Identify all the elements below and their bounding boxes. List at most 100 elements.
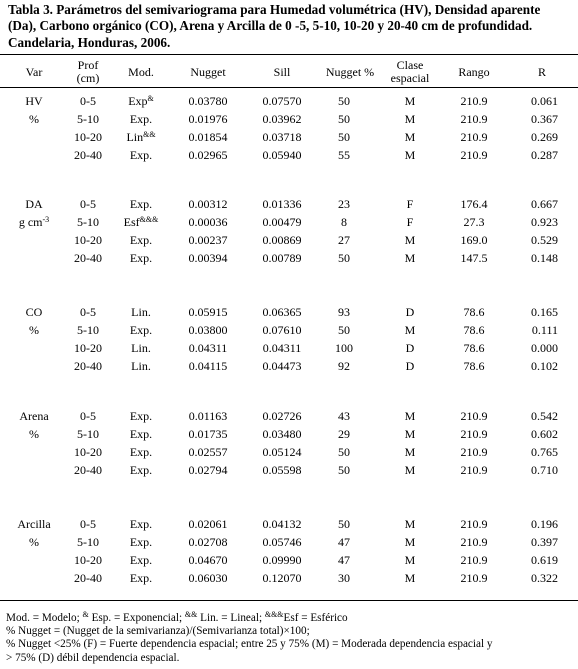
cell-r: 0.111: [531, 323, 558, 337]
cell-clase: M: [404, 445, 416, 459]
cell-nugget-pct: 43: [338, 409, 350, 423]
cell-clase: F: [406, 215, 414, 229]
unit-text: %: [29, 323, 39, 337]
cell-r: 0.061: [531, 94, 558, 108]
cell-sill: 0.01336: [262, 197, 302, 211]
cell-r: 0.602: [531, 427, 558, 441]
cell-prof: 0-5: [80, 517, 96, 531]
cell-mod: Exp.: [118, 572, 164, 585]
cell-clase: M: [404, 148, 416, 162]
footnote-nugget-definition: % Nugget = (Nugget de la semivarianza)/(…: [6, 625, 310, 638]
cell-prof: 5-10: [77, 323, 99, 337]
cell-nugget: 0.02965: [188, 148, 228, 162]
cell-mod: Exp.: [118, 149, 164, 162]
cell-rango: 210.9: [460, 94, 488, 108]
header-clase-2: espacial: [390, 71, 430, 85]
model-text: Exp.: [129, 445, 153, 459]
cell-r: 0.287: [531, 148, 558, 162]
cell-r: 0.619: [531, 553, 558, 567]
cell-nugget-pct: 50: [338, 517, 350, 531]
cell-clase: D: [405, 359, 415, 373]
cell-nugget: 0.02794: [188, 463, 228, 477]
model-footnote-mark: &: [147, 94, 154, 103]
unit-exponent: -3: [42, 215, 50, 224]
cell-mod: Lin.: [118, 306, 164, 319]
var-name: Arcilla: [17, 517, 51, 531]
header-rango: Rango: [458, 65, 490, 79]
cell-sill: 0.06365: [262, 305, 302, 319]
footnote-dependence-classes: % Nugget <25% (F) = Fuerte dependencia e…: [6, 638, 493, 651]
var-name: Arena: [19, 409, 49, 423]
footnote-dependence-classes-cont: > 75% (D) débil dependencia espacial.: [6, 651, 180, 664]
cell-sill: 0.07610: [262, 323, 302, 337]
model-text: Exp.: [129, 251, 153, 265]
cell-rango: 210.9: [460, 517, 488, 531]
cell-mod: Exp.: [118, 446, 164, 459]
header-prof: Prof: [77, 58, 99, 72]
cell-prof: 10-20: [74, 445, 102, 459]
cell-clase: M: [404, 463, 416, 477]
cell-sill: 0.07570: [262, 94, 302, 108]
cell-nugget: 0.05915: [188, 305, 228, 319]
cell-rango: 78.6: [463, 341, 485, 355]
cell-nugget: 0.02061: [188, 517, 228, 531]
cell-clase: M: [404, 409, 416, 423]
cell-nugget: 0.04115: [188, 359, 228, 373]
header-sill: Sill: [273, 65, 291, 79]
cell-mod: Exp.: [118, 428, 164, 441]
cell-mod: Exp.: [118, 234, 164, 247]
var-name: HV: [25, 94, 43, 108]
top-rule: [0, 54, 578, 55]
cell-r: 0.765: [531, 445, 558, 459]
cell-mod: Exp.: [118, 198, 164, 211]
cell-nugget: 0.00036: [188, 215, 228, 229]
cell-nugget: 0.02708: [188, 535, 228, 549]
cell-prof: 5-10: [77, 427, 99, 441]
cell-prof: 10-20: [74, 553, 102, 567]
cell-rango: 147.5: [460, 251, 488, 265]
var-unit: g cm-3: [10, 216, 58, 229]
cell-sill: 0.03962: [262, 112, 302, 126]
cell-prof: 0-5: [80, 94, 96, 108]
cell-clase: M: [404, 535, 416, 549]
var-name: CO: [25, 305, 43, 319]
model-text: Exp.: [129, 197, 153, 211]
cell-rango: 210.9: [460, 553, 488, 567]
cell-mod: Lin.: [118, 360, 164, 373]
cell-r: 0.322: [531, 571, 558, 585]
cell-mod: Exp.: [118, 252, 164, 265]
cell-prof: 0-5: [80, 197, 96, 211]
cell-mod: Exp.: [118, 554, 164, 567]
cell-sill: 0.04473: [262, 359, 302, 373]
model-text: Exp.: [129, 409, 153, 423]
cell-prof: 5-10: [77, 112, 99, 126]
cell-nugget: 0.06030: [188, 571, 228, 585]
cell-nugget: 0.02557: [188, 445, 228, 459]
model-text: Exp: [128, 94, 148, 108]
cell-rango: 78.6: [463, 305, 485, 319]
table-caption: Tabla 3. Parámetros del semivariograma p…: [8, 2, 573, 51]
cell-clase: M: [404, 571, 416, 585]
cell-clase: M: [404, 130, 416, 144]
cell-mod: Exp.: [118, 518, 164, 531]
cell-prof: 0-5: [80, 409, 96, 423]
cell-nugget-pct: 50: [338, 130, 350, 144]
caption-line: (Da), Carbono orgánico (CO), Arena y Arc…: [8, 18, 533, 34]
cell-prof: 20-40: [74, 148, 102, 162]
cell-mod: Esf&&&: [118, 216, 164, 229]
cell-clase: M: [404, 517, 416, 531]
cell-nugget: 0.01976: [188, 112, 228, 126]
header-r: R: [537, 65, 546, 79]
cell-nugget-pct: 50: [338, 251, 350, 265]
cell-nugget: 0.03780: [188, 94, 228, 108]
cell-nugget-pct: 50: [338, 445, 350, 459]
cell-nugget: 0.01735: [188, 427, 228, 441]
unit-text: %: [29, 427, 39, 441]
cell-prof: 10-20: [74, 130, 102, 144]
cell-r: 0.269: [531, 130, 558, 144]
cell-prof: 20-40: [74, 571, 102, 585]
cell-r: 0.529: [531, 233, 558, 247]
cell-nugget-pct: 23: [338, 197, 350, 211]
bottom-rule: [0, 600, 578, 601]
cell-nugget-pct: 93: [338, 305, 350, 319]
